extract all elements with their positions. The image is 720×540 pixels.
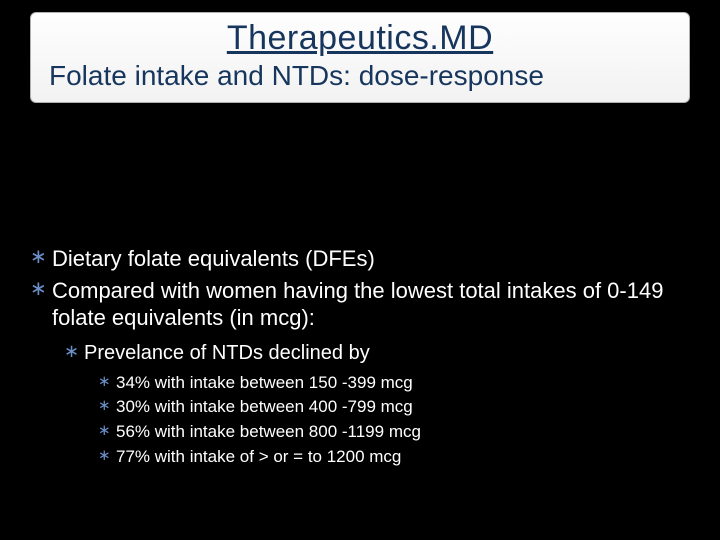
slide-content: Dietary folate equivalents (DFEs) Compar… bbox=[30, 245, 690, 471]
bullet-level3: 56% with intake between 800 -1199 mcg bbox=[30, 421, 690, 444]
bullet-level3: 77% with intake of > or = to 1200 mcg bbox=[30, 446, 690, 469]
title-main: Therapeutics.MD bbox=[49, 19, 671, 58]
bullet-level2: Prevelance of NTDs declined by bbox=[30, 340, 690, 366]
bullet-level1: Compared with women having the lowest to… bbox=[30, 277, 690, 332]
bullet-level1: Dietary folate equivalents (DFEs) bbox=[30, 245, 690, 273]
bullet-level3: 30% with intake between 400 -799 mcg bbox=[30, 396, 690, 419]
bullet-level3: 34% with intake between 150 -399 mcg bbox=[30, 372, 690, 395]
title-subtitle: Folate intake and NTDs: dose-response bbox=[49, 60, 671, 92]
title-box: Therapeutics.MD Folate intake and NTDs: … bbox=[30, 12, 690, 103]
